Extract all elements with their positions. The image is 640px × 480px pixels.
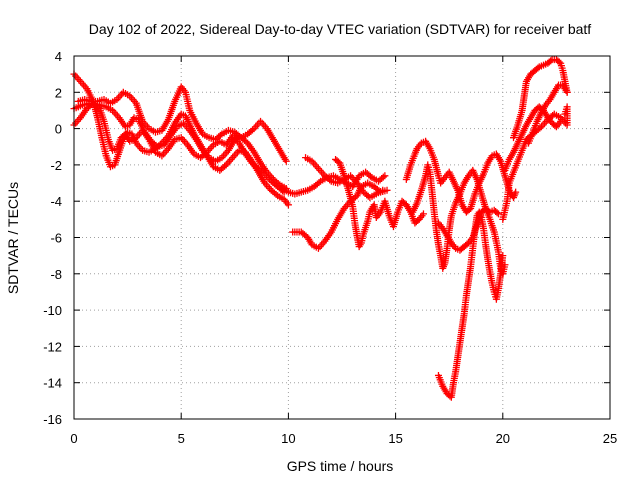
data-point — [284, 201, 292, 209]
x-tick-label: 5 — [178, 431, 185, 446]
x-tick-label: 20 — [496, 431, 510, 446]
tick-labels: 0 5 10 15 20 25 -16 -14 -12 -10 -8 -6 -4 -2 0 2 4 — [43, 49, 617, 446]
data-point — [326, 176, 334, 184]
data-point — [419, 210, 427, 218]
data-point — [381, 172, 389, 180]
y-tick-label: 4 — [55, 49, 62, 64]
x-tick-label: 25 — [603, 431, 617, 446]
y-tick-label: -6 — [50, 231, 62, 246]
data-point — [366, 172, 374, 180]
y-tick-label: 0 — [55, 122, 62, 137]
plot-frame — [73, 55, 611, 420]
data-point — [375, 187, 383, 195]
data-point — [259, 169, 267, 177]
data-point — [282, 157, 290, 165]
data-point — [534, 64, 542, 72]
y-tick-label: -8 — [50, 267, 62, 282]
data-point — [547, 57, 555, 65]
data-point — [563, 88, 571, 96]
y-tick-label: 2 — [55, 85, 62, 100]
data-point — [315, 179, 323, 187]
series-sat-track-14 — [501, 103, 565, 174]
data-point — [201, 150, 209, 158]
y-tick-label: -4 — [50, 194, 62, 209]
data-point — [379, 173, 387, 181]
series-sat-track-4 — [74, 83, 290, 165]
data-point — [499, 252, 507, 260]
data-points — [70, 56, 571, 401]
x-axis-label: GPS time / hours — [287, 458, 394, 474]
series-sat-track-7 — [289, 179, 391, 252]
x-tick-label: 15 — [388, 431, 402, 446]
data-point — [555, 58, 563, 66]
y-tick-label: -16 — [43, 412, 62, 427]
data-point — [561, 110, 569, 118]
data-point — [272, 190, 280, 198]
data-point — [216, 131, 224, 139]
data-point — [248, 126, 256, 134]
x-tick-label: 10 — [281, 431, 295, 446]
data-point — [221, 162, 229, 170]
y-tick-label: -14 — [43, 376, 62, 391]
data-point — [557, 117, 565, 125]
y-tick-label: -10 — [43, 303, 62, 318]
data-point — [495, 210, 503, 218]
series-sat-track-15 — [510, 56, 571, 142]
series-sat-track-16 — [525, 81, 571, 147]
y-axis-label: SDTVAR / TECUs — [5, 182, 21, 294]
series-sat-track-3 — [70, 99, 288, 196]
series-sat-track-12 — [434, 208, 507, 401]
chart-title: Day 102 of 2022, Sidereal Day-to-day VTE… — [89, 21, 592, 37]
data-point — [512, 188, 520, 196]
x-tick-label: 0 — [70, 431, 77, 446]
y-tick-label: -12 — [43, 339, 62, 354]
y-tick-label: -2 — [50, 158, 62, 173]
data-point — [493, 209, 501, 217]
data-point — [383, 186, 391, 194]
